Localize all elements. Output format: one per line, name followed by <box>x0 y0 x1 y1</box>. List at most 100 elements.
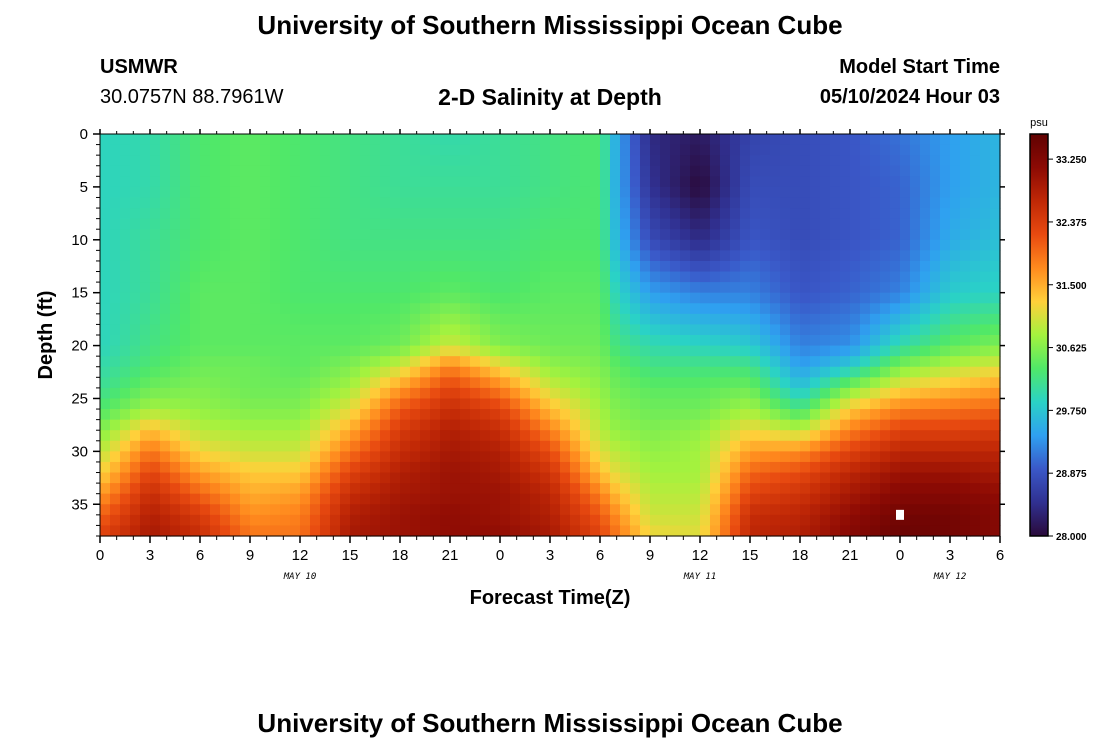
heatmap-cell <box>890 345 901 357</box>
heatmap-cell <box>910 440 921 452</box>
heatmap-cell <box>700 303 711 315</box>
heatmap-cell <box>370 409 381 421</box>
heatmap-cell <box>920 186 931 199</box>
heatmap-cell <box>140 504 151 516</box>
heatmap-cell <box>190 493 201 505</box>
heatmap-cell <box>690 208 701 220</box>
heatmap-cell <box>890 208 901 220</box>
heatmap-cell <box>420 155 431 167</box>
heatmap-cell <box>910 176 921 188</box>
heatmap-cell <box>150 356 161 368</box>
heatmap-cell <box>350 387 361 400</box>
heatmap-cell <box>640 419 651 431</box>
heatmap-cell <box>700 430 711 442</box>
heatmap-cell <box>570 324 581 336</box>
heatmap-cell <box>170 461 181 474</box>
heatmap-cell <box>370 155 381 167</box>
heatmap-cell <box>440 186 451 199</box>
heatmap-cell <box>740 525 751 537</box>
heatmap-cell <box>130 186 141 199</box>
heatmap-cell <box>300 324 311 336</box>
heatmap-cell <box>120 260 131 273</box>
heatmap-cell <box>180 366 191 378</box>
heatmap-cell <box>630 366 641 378</box>
heatmap-cell <box>940 313 951 326</box>
heatmap-cell <box>640 366 651 378</box>
heatmap-cell <box>540 398 551 410</box>
heatmap-cell <box>990 208 1001 220</box>
heatmap-cell <box>700 292 711 304</box>
heatmap-cell <box>160 176 171 188</box>
heatmap-cell <box>740 260 751 273</box>
heatmap-cell <box>500 504 511 516</box>
heatmap-cell <box>760 324 771 336</box>
heatmap-cell <box>490 282 501 294</box>
heatmap-cell <box>670 218 681 230</box>
heatmap-cell <box>230 419 241 431</box>
heatmap-cell <box>560 134 571 146</box>
heatmap-cell <box>530 409 541 421</box>
heatmap-cell <box>830 387 841 400</box>
heatmap-cell <box>330 303 341 315</box>
heatmap-cell <box>790 525 801 537</box>
heatmap-cell <box>590 165 601 177</box>
heatmap-cell <box>510 409 521 421</box>
heatmap-cell <box>890 282 901 294</box>
heatmap-cell <box>990 461 1001 474</box>
heatmap-cell <box>860 493 871 505</box>
heatmap-cell <box>890 514 901 527</box>
heatmap-cell <box>330 260 341 273</box>
heatmap-cell <box>750 144 761 156</box>
x-tick-label: 12 <box>292 547 309 564</box>
heatmap-cell <box>500 313 511 326</box>
heatmap-cell <box>140 186 151 199</box>
heatmap-cell <box>980 271 991 283</box>
heatmap-cell <box>610 461 621 474</box>
heatmap-cell <box>170 155 181 167</box>
heatmap-cell <box>480 345 491 357</box>
heatmap-cell <box>600 303 611 315</box>
heatmap-cell <box>420 218 431 230</box>
heatmap-cell <box>490 197 501 209</box>
heatmap-cell <box>670 239 681 251</box>
heatmap-cell <box>870 335 881 347</box>
heatmap-cell <box>520 144 531 156</box>
heatmap-cell <box>840 292 851 304</box>
heatmap-cell <box>280 398 291 410</box>
heatmap-cell <box>160 197 171 209</box>
heatmap-cell <box>440 260 451 273</box>
heatmap-cell <box>580 472 591 484</box>
heatmap-cell <box>920 356 931 368</box>
heatmap-cell <box>620 409 631 421</box>
heatmap-cell <box>280 271 291 283</box>
heatmap-cell <box>980 165 991 177</box>
heatmap-cell <box>590 292 601 304</box>
heatmap-cell <box>640 292 651 304</box>
heatmap-cell <box>220 250 231 262</box>
heatmap-cell <box>180 260 191 273</box>
heatmap-cell <box>310 250 321 262</box>
heatmap-cell <box>400 451 411 463</box>
heatmap-cell <box>920 440 931 452</box>
heatmap-cell <box>500 345 511 357</box>
heatmap-cell <box>550 504 561 516</box>
heatmap-cell <box>880 345 891 357</box>
heatmap-cell <box>970 303 981 315</box>
heatmap-cell <box>930 525 941 537</box>
heatmap-cell <box>180 197 191 209</box>
heatmap-cell <box>940 239 951 251</box>
heatmap-cell <box>270 250 281 262</box>
heatmap-cell <box>800 377 811 389</box>
heatmap-cell <box>690 398 701 410</box>
heatmap-cell <box>740 144 751 156</box>
heatmap-cell <box>150 335 161 347</box>
heatmap-cell <box>800 186 811 199</box>
heatmap-cell <box>590 472 601 484</box>
heatmap-cell <box>300 514 311 527</box>
heatmap-cell <box>670 250 681 262</box>
heatmap-cell <box>240 525 251 537</box>
heatmap-cell <box>950 504 961 516</box>
heatmap-cell <box>560 144 571 156</box>
heatmap-cell <box>860 472 871 484</box>
heatmap-cell <box>110 176 121 188</box>
